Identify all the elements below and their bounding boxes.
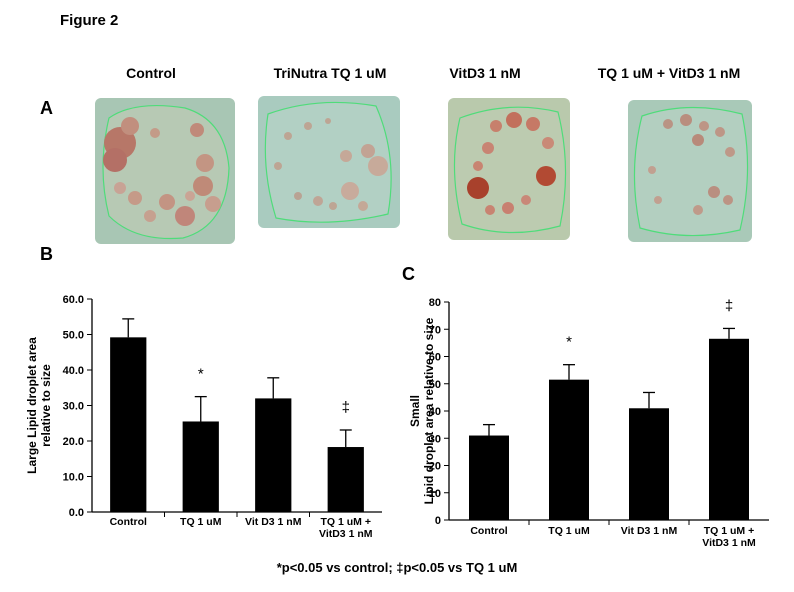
bar	[549, 379, 589, 520]
x-tick-label: TQ 1 uM +	[704, 525, 754, 537]
y-axis-label: Lipid droplet area relative to size	[422, 317, 436, 504]
micrograph-control	[95, 98, 235, 244]
x-tick-label: TQ 1 uM +	[321, 516, 371, 528]
image-label-trinutra: TriNutra TQ 1 uM	[273, 65, 387, 81]
significance-marker: ‡	[342, 399, 350, 416]
bar	[469, 435, 509, 520]
x-tick-label: Control	[470, 525, 507, 537]
y-tick-label: 10.0	[63, 472, 84, 484]
y-tick-label: 40.0	[63, 365, 84, 377]
y-tick-label: 60.0	[63, 294, 84, 306]
y-axis-label: Large Lipid droplet area	[25, 337, 39, 474]
x-tick-label: VitD3 1 nM	[319, 528, 373, 540]
micrograph-vitd3	[448, 98, 570, 240]
panel-letter-c: C	[402, 264, 415, 284]
x-tick-label: Vit D3 1 nM	[621, 525, 678, 537]
y-tick-label: 40	[429, 406, 441, 418]
panel-letter-a: A	[40, 98, 53, 118]
image-label-vitd3: VitD3 1 nM	[449, 65, 521, 81]
chart-small-droplets: 0 10 20 30 40 50 60 70 80 Control * TQ 1 uM Vit D3 1…	[408, 297, 769, 549]
chart-large-droplets: 0.0 10.0 20.0 30.0 40.0 50.0 60.0 Control * TQ 1 …	[25, 294, 382, 540]
y-tick-label: 0.0	[69, 507, 84, 519]
figure-title: Figure 2	[60, 12, 119, 29]
micrograph-combo	[628, 100, 752, 242]
y-tick-label: 60	[429, 352, 441, 364]
significance-footnote: *p<0.05 vs control; ‡p<0.05 vs TQ 1 uM	[276, 560, 518, 575]
y-axis-label: Small	[408, 395, 422, 427]
micrograph-trinutra	[258, 96, 400, 228]
bar	[255, 398, 292, 512]
y-axis-label: relative to size	[39, 364, 53, 447]
y-tick-label: 10	[429, 488, 441, 500]
panel-letter-b: B	[40, 244, 53, 264]
y-tick-label: 0	[435, 515, 441, 527]
significance-marker: *	[566, 334, 572, 351]
bar	[110, 337, 147, 512]
bar	[709, 338, 749, 520]
y-tick-label: 80	[429, 297, 441, 309]
image-label-control: Control	[126, 65, 176, 81]
x-tick-label: TQ 1 uM	[180, 516, 222, 528]
y-tick-label: 30	[429, 433, 441, 445]
y-tick-label: 50.0	[63, 330, 84, 342]
significance-marker: ‡	[725, 297, 733, 314]
y-tick-label: 20	[429, 461, 441, 473]
x-tick-label: TQ 1 uM	[548, 525, 590, 537]
y-tick-label: 70	[429, 324, 441, 336]
bar	[327, 447, 364, 512]
y-tick-label: 20.0	[63, 436, 84, 448]
x-tick-label: Vit D3 1 nM	[245, 516, 302, 528]
image-label-combo: TQ 1 uM + VitD3 1 nM	[597, 65, 741, 81]
bar	[629, 408, 669, 520]
bar	[182, 421, 219, 512]
y-tick-label: 30.0	[63, 401, 84, 413]
significance-marker: *	[198, 366, 204, 383]
x-tick-label: VitD3 1 nM	[702, 537, 756, 549]
x-tick-label: Control	[110, 516, 147, 528]
y-tick-label: 50	[429, 379, 441, 391]
